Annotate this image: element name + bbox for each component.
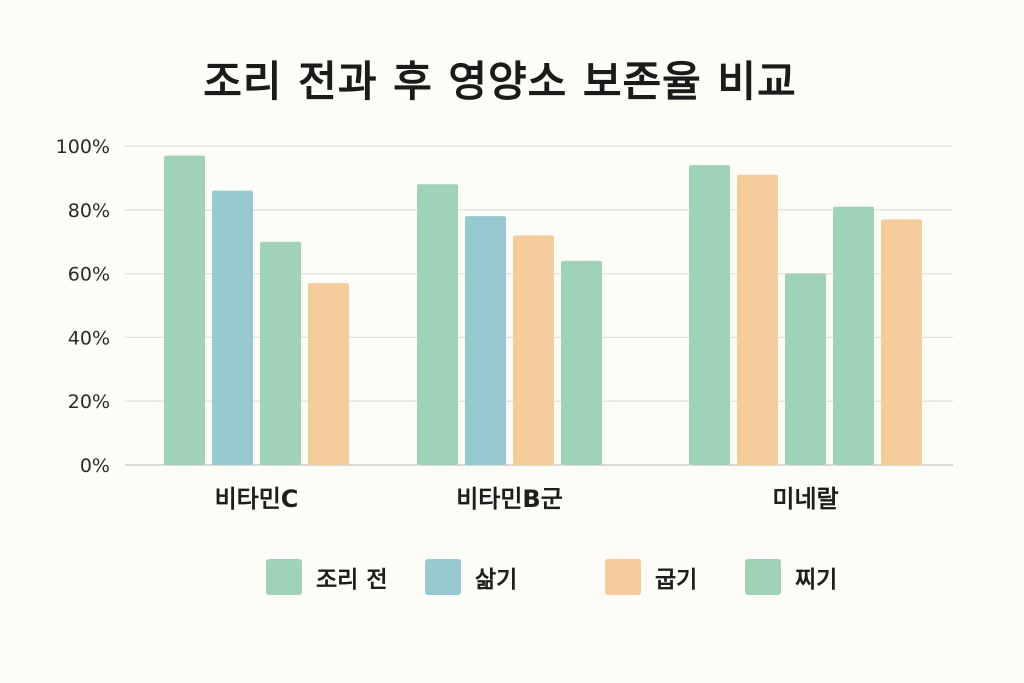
bar [881,219,922,465]
chart-title: 조리 전과 후 영양소 보존율 비교 [203,57,797,106]
legend-swatch-steaming [745,559,781,595]
bars [164,155,922,466]
category-label: 비타민C [215,485,299,513]
bar [260,241,301,465]
y-tick-label: 60% [68,264,110,286]
bar [737,174,778,465]
y-tick-label: 20% [68,391,110,413]
legend-item-steaming: 찌기 [745,558,837,596]
legend-swatch-boiling [425,559,461,595]
y-tick-label: 0% [80,455,110,477]
bar [164,155,205,465]
legend-label-boiling: 삶기 [475,567,518,593]
y-axis-ticks: 0% 20% 40% 60% 80% 100% [56,136,110,477]
bar [833,206,874,466]
y-tick-label: 80% [68,200,110,222]
category-label: 미네랄 [772,485,838,513]
bar [689,165,730,465]
category-labels: 비타민C 비타민B군 미네랄 [215,485,839,513]
y-tick-label: 100% [56,136,110,158]
legend-item-before-cooking: 조리 전 [266,558,388,596]
legend-label-steaming: 찌기 [795,567,838,593]
legend: 조리 전 삶기 굽기 찌기 [0,558,1024,598]
bar [212,190,253,465]
legend-label-grilling: 굽기 [655,567,698,593]
legend-label-before-cooking: 조리 전 [316,567,388,593]
y-tick-label: 40% [68,327,110,349]
legend-item-boiling: 삶기 [425,558,517,596]
bar [417,184,458,465]
bar [785,273,826,465]
bar [465,216,506,465]
legend-item-grilling: 굽기 [605,558,697,596]
legend-swatch-before-cooking [266,559,302,595]
category-label: 비타민B군 [456,485,563,513]
bar [308,283,349,465]
bar [513,235,554,465]
bar [561,260,602,465]
legend-swatch-grilling [605,559,641,595]
